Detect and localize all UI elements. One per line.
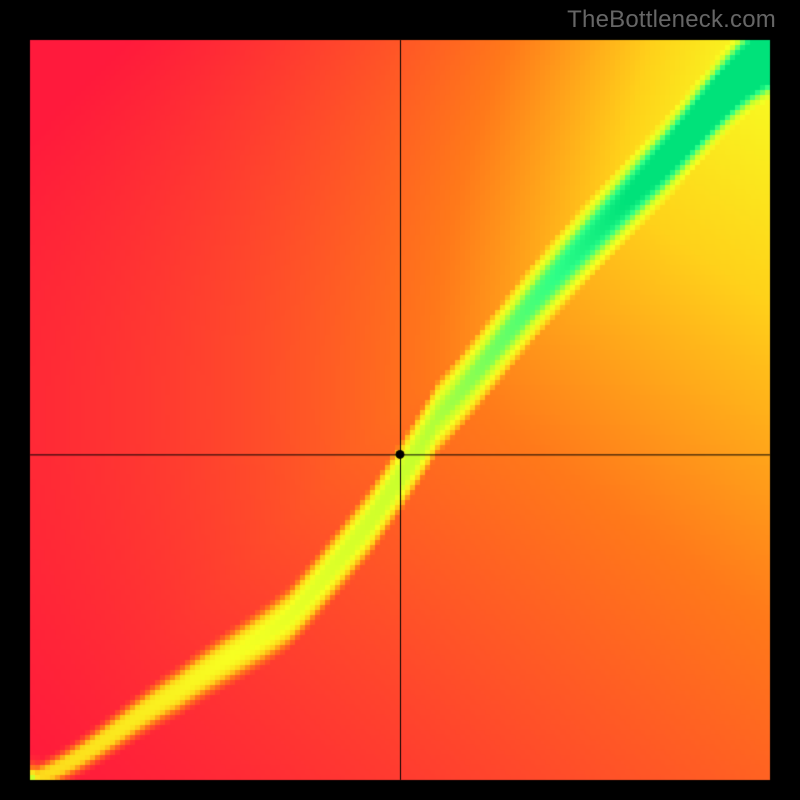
watermark-text: TheBottleneck.com: [567, 6, 776, 34]
stage: TheBottleneck.com: [0, 0, 800, 800]
crosshair-overlay: [0, 0, 800, 800]
